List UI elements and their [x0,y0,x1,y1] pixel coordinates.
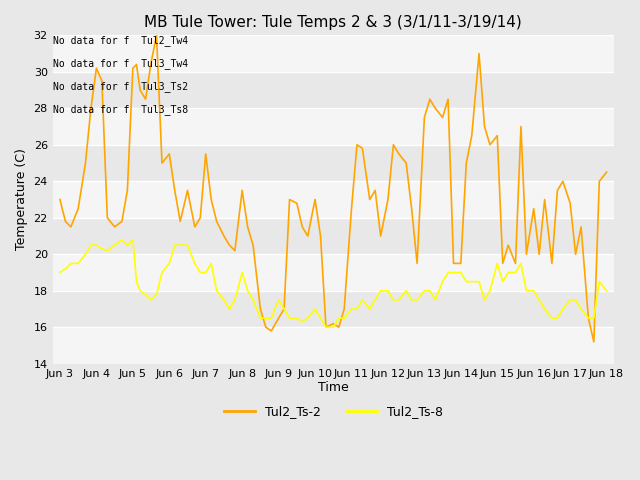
X-axis label: Time: Time [318,382,349,395]
Bar [52,327,614,364]
Text: No data for f  Tul3_Ts2: No data for f Tul3_Ts2 [52,81,188,92]
Bar [52,254,614,291]
Text: No data for f  Tul3_Tw4: No data for f Tul3_Tw4 [52,59,188,69]
Bar [52,108,614,145]
Bar [52,181,614,218]
Bar [52,36,614,72]
Y-axis label: Temperature (C): Temperature (C) [15,149,28,251]
Text: No data for f  Tul3_Ts8: No data for f Tul3_Ts8 [52,104,188,115]
Legend: Tul2_Ts-2, Tul2_Ts-8: Tul2_Ts-2, Tul2_Ts-8 [219,400,448,423]
Text: No data for f  Tul2_Tw4: No data for f Tul2_Tw4 [52,36,188,46]
Title: MB Tule Tower: Tule Temps 2 & 3 (3/1/11-3/19/14): MB Tule Tower: Tule Temps 2 & 3 (3/1/11-… [145,15,522,30]
